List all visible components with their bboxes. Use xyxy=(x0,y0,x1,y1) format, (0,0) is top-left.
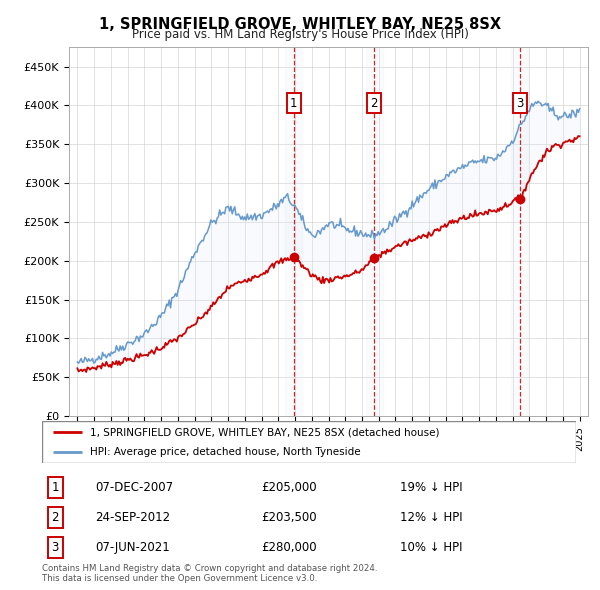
Text: 19% ↓ HPI: 19% ↓ HPI xyxy=(400,481,463,494)
Text: This data is licensed under the Open Government Licence v3.0.: This data is licensed under the Open Gov… xyxy=(42,573,317,582)
FancyBboxPatch shape xyxy=(42,421,576,463)
Text: 1: 1 xyxy=(290,97,298,110)
Text: 2: 2 xyxy=(52,511,59,524)
Text: 1: 1 xyxy=(52,481,59,494)
Text: 3: 3 xyxy=(52,541,59,554)
Text: 07-JUN-2021: 07-JUN-2021 xyxy=(95,541,170,554)
Text: 07-DEC-2007: 07-DEC-2007 xyxy=(95,481,173,494)
Text: £203,500: £203,500 xyxy=(261,511,317,524)
Bar xyxy=(366,47,383,416)
Text: 12% ↓ HPI: 12% ↓ HPI xyxy=(400,511,463,524)
Text: 1, SPRINGFIELD GROVE, WHITLEY BAY, NE25 8SX (detached house): 1, SPRINGFIELD GROVE, WHITLEY BAY, NE25 … xyxy=(90,427,440,437)
Text: Contains HM Land Registry data © Crown copyright and database right 2024.: Contains HM Land Registry data © Crown c… xyxy=(42,563,377,572)
Text: 1, SPRINGFIELD GROVE, WHITLEY BAY, NE25 8SX: 1, SPRINGFIELD GROVE, WHITLEY BAY, NE25 … xyxy=(99,17,501,31)
Text: Price paid vs. HM Land Registry's House Price Index (HPI): Price paid vs. HM Land Registry's House … xyxy=(131,28,469,41)
Text: £205,000: £205,000 xyxy=(261,481,317,494)
Text: £280,000: £280,000 xyxy=(261,541,317,554)
Text: 10% ↓ HPI: 10% ↓ HPI xyxy=(400,541,462,554)
Text: 3: 3 xyxy=(516,97,524,110)
Bar xyxy=(511,47,528,416)
Text: 2: 2 xyxy=(370,97,378,110)
Bar xyxy=(286,47,302,416)
Text: HPI: Average price, detached house, North Tyneside: HPI: Average price, detached house, Nort… xyxy=(90,447,361,457)
Text: 24-SEP-2012: 24-SEP-2012 xyxy=(95,511,170,524)
